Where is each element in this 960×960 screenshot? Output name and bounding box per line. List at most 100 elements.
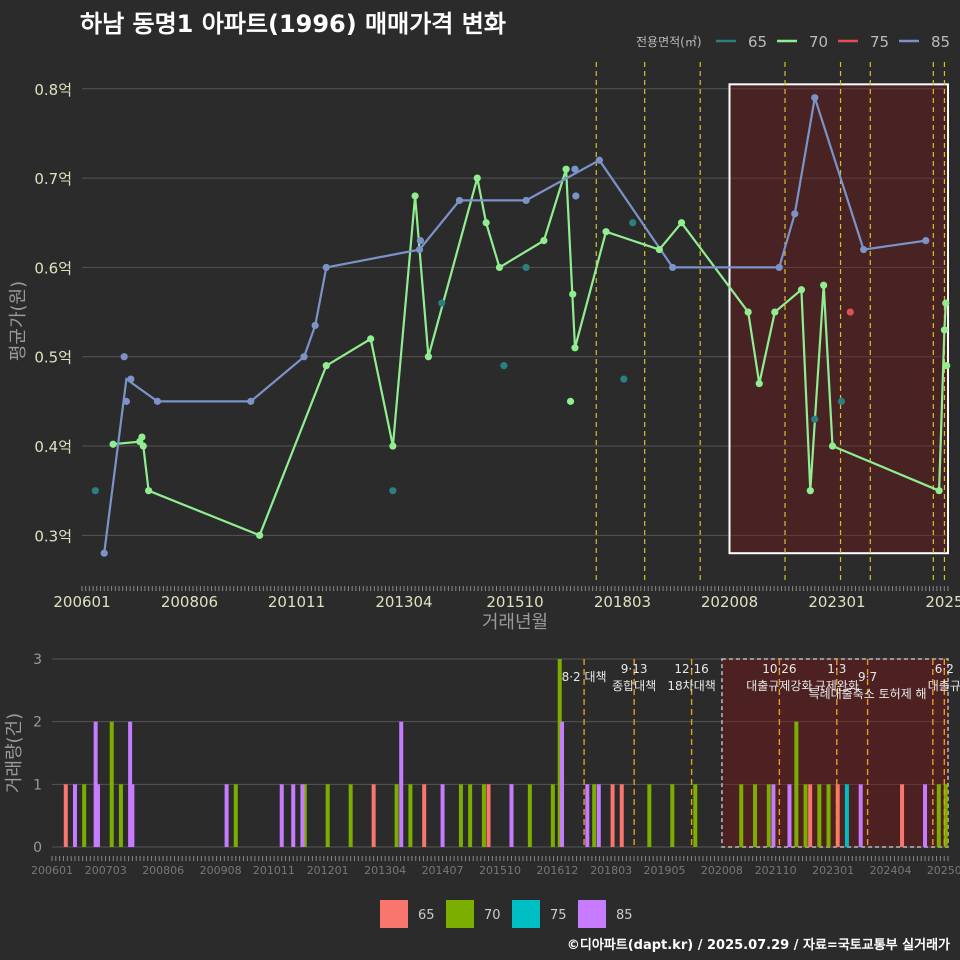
- legend-label: 75: [870, 33, 889, 51]
- bar-65: [63, 784, 68, 847]
- policy-label: 18차대책: [667, 678, 715, 693]
- x-tick-label: 201510: [486, 593, 543, 611]
- policy-label: 특례대출축소 토허제 해: [809, 687, 927, 701]
- bar-70: [753, 784, 758, 847]
- data-point-85: [300, 353, 308, 361]
- x-tick-label: 201803: [594, 593, 651, 611]
- x-tick-label: 201612: [536, 864, 578, 877]
- bar-65: [835, 784, 840, 847]
- bar-65: [422, 784, 427, 847]
- x-tick-label: 201011: [268, 593, 325, 611]
- highlight-region: [728, 83, 949, 555]
- data-point-85: [122, 397, 131, 405]
- data-point-70: [943, 362, 951, 370]
- bar-85: [509, 784, 514, 847]
- bar-70: [943, 784, 948, 847]
- bar-85: [560, 721, 565, 847]
- data-point-70: [571, 344, 579, 352]
- data-point-85: [811, 94, 819, 102]
- x-tick-label: 201803: [590, 864, 632, 877]
- bar-70: [348, 784, 353, 847]
- x-axis-label: 거래년월: [482, 612, 548, 633]
- chart-title: 하남 동명1 아파트(1996) 매매가격 변화: [80, 10, 506, 38]
- data-point-70: [424, 353, 432, 361]
- x-tick-label: 201407: [422, 864, 464, 877]
- legend-label: 65: [418, 908, 435, 923]
- bar-85: [300, 784, 305, 847]
- data-point-85: [860, 245, 868, 254]
- legend-swatch: [512, 900, 540, 928]
- bar-70: [527, 784, 532, 847]
- policy-label: 1·3: [827, 662, 846, 676]
- data-point-85: [572, 192, 580, 200]
- legend-label: 70: [484, 908, 501, 923]
- data-point-70: [602, 228, 610, 236]
- data-point-70: [566, 397, 575, 405]
- bar-85: [440, 784, 445, 847]
- bar-70: [458, 784, 463, 847]
- bar-65: [610, 784, 615, 847]
- data-point-70: [744, 308, 752, 316]
- bar-65: [486, 784, 491, 847]
- bar-85: [585, 784, 590, 847]
- legend-label: 75: [550, 908, 567, 923]
- legend-swatch: [446, 900, 474, 928]
- data-point-70: [411, 192, 419, 200]
- y-tick-label: 3: [33, 652, 42, 668]
- x-tick-label: 200806: [142, 864, 184, 877]
- data-point-70: [482, 219, 490, 227]
- data-point-85: [922, 237, 930, 245]
- data-point-70: [562, 165, 570, 173]
- bar-85: [95, 784, 100, 847]
- bar-85: [858, 784, 863, 847]
- data-point-70: [806, 487, 814, 495]
- y-tick-label: 0.8억: [34, 81, 72, 99]
- bar-85: [72, 784, 77, 847]
- x-tick-label: 2025: [925, 593, 960, 611]
- data-point-70: [367, 335, 375, 343]
- bar-70: [647, 784, 652, 847]
- data-point-85: [775, 263, 783, 272]
- data-point-65: [389, 487, 397, 495]
- x-tick-label: 202404: [870, 864, 912, 877]
- x-tick-label: 200908: [200, 864, 242, 877]
- bar-70: [302, 784, 307, 847]
- data-point-70: [256, 531, 264, 539]
- bar-85: [923, 784, 928, 847]
- bar-70: [592, 784, 597, 847]
- y-axis-label: 거래량(건): [4, 713, 25, 793]
- data-point-85: [100, 549, 108, 557]
- data-point-70: [677, 219, 686, 227]
- bar-70: [109, 721, 114, 847]
- data-point-65: [91, 487, 99, 495]
- data-point-65: [438, 299, 446, 307]
- y-tick-label: 2: [33, 715, 42, 731]
- policy-label: 9·13: [621, 662, 648, 676]
- bar-85: [787, 784, 792, 847]
- data-point-70: [389, 442, 397, 450]
- bar-85: [130, 784, 135, 847]
- y-axis-label: 평균가(원): [8, 281, 29, 361]
- x-tick-label: 201201: [307, 864, 349, 877]
- bar-70: [766, 784, 771, 847]
- policy-label: 종합대책: [612, 678, 656, 693]
- data-point-65: [629, 219, 637, 227]
- x-tick-label: 202301: [808, 593, 865, 611]
- policy-label: 대출규제강화: [746, 679, 812, 693]
- policy-label: 8·2 대책: [562, 669, 607, 684]
- bar-70: [739, 784, 744, 847]
- bar-70: [670, 784, 675, 847]
- bar-65: [619, 784, 624, 847]
- bar-85: [279, 784, 284, 847]
- data-point-70: [139, 442, 147, 450]
- data-point-85: [791, 210, 799, 218]
- data-point-70: [935, 487, 943, 495]
- data-point-85: [455, 196, 464, 205]
- bar-70: [394, 784, 399, 847]
- data-point-70: [322, 362, 330, 370]
- legend-swatch: [578, 900, 606, 928]
- data-point-70: [655, 245, 663, 254]
- y-tick-label: 0.5억: [34, 349, 72, 367]
- bar-legend: 65 70 75 85: [380, 900, 633, 928]
- data-point-70: [495, 263, 504, 272]
